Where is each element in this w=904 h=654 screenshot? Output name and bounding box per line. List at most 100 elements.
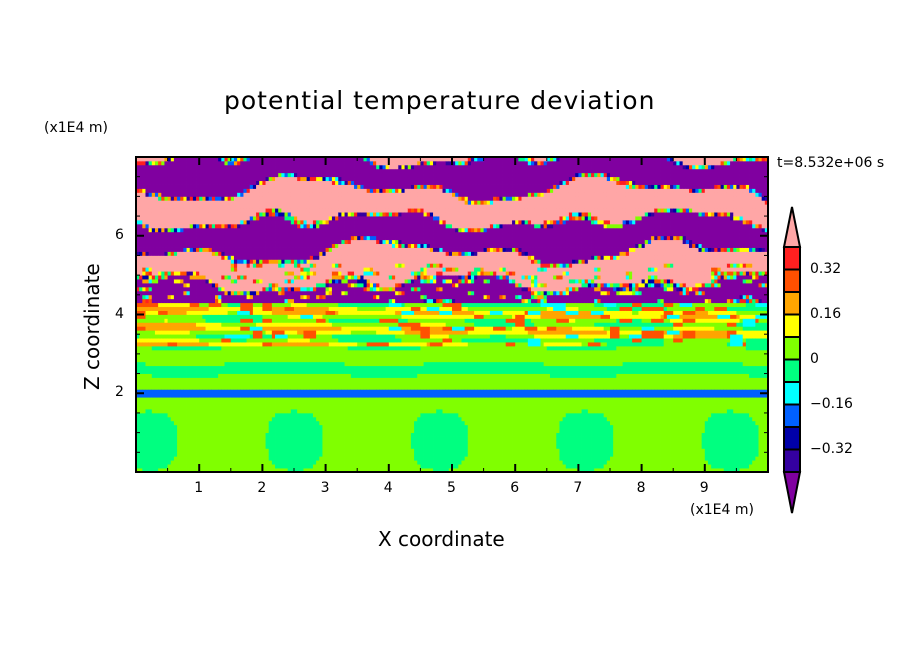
contour-cell: [290, 172, 295, 178]
contour-cell: [183, 231, 187, 237]
contour-cell: [221, 353, 225, 359]
contour-cell: [281, 247, 285, 252]
contour-cell: [249, 405, 254, 410]
contour-cell: [183, 330, 187, 335]
contour-cell: [322, 405, 326, 410]
contour-cell: [151, 239, 156, 245]
contour-cell: [268, 330, 273, 335]
contour-cell: [284, 235, 289, 241]
contour-cell: [243, 342, 247, 347]
contour-cell: [211, 302, 216, 308]
contour-cell: [145, 255, 150, 260]
contour-cell: [306, 405, 311, 410]
contour-cell: [151, 342, 156, 347]
contour-cell: [164, 267, 168, 272]
contour-cell: [306, 314, 311, 319]
contour-cell: [300, 192, 304, 197]
contour-cell: [262, 314, 266, 319]
contour-cell: [271, 231, 276, 237]
contour-cell: [148, 456, 153, 461]
contour-cell: [262, 184, 266, 189]
contour-cell: [205, 338, 210, 343]
contour-cell: [142, 401, 146, 406]
contour-cell: [243, 168, 247, 174]
contour-cell: [331, 448, 336, 453]
contour-cell: [170, 251, 175, 256]
contour-cell: [249, 294, 254, 300]
contour-cell: [192, 338, 197, 343]
contour-cell: [284, 349, 289, 355]
contour-cell: [227, 283, 232, 288]
contour-cell: [259, 310, 263, 315]
contour-cell: [205, 314, 210, 319]
contour-cell: [221, 393, 225, 398]
contour-cell: [221, 302, 225, 308]
contour-cell: [284, 353, 289, 359]
contour-cell: [233, 164, 238, 170]
contour-cell: [199, 369, 203, 374]
contour-cell: [164, 239, 168, 245]
contour-cell: [249, 180, 254, 185]
contour-cell: [205, 302, 210, 308]
contour-cell: [170, 330, 175, 335]
contour-cell: [224, 259, 229, 264]
contour-cell: [319, 330, 323, 335]
contour-cell: [170, 369, 175, 374]
contour-cell: [322, 373, 326, 378]
contour-cell: [196, 184, 200, 189]
contour-cell: [268, 334, 273, 339]
contour-cell: [183, 424, 187, 430]
contour-cell: [170, 298, 175, 304]
contour-cell: [297, 353, 301, 359]
contour-cell: [211, 428, 216, 434]
contour-cell: [290, 227, 295, 233]
contour-cell: [180, 286, 184, 292]
contour-cell: [262, 334, 266, 339]
contour-cell: [142, 231, 146, 237]
contour-cell: [158, 357, 162, 363]
contour-cell: [233, 409, 238, 414]
contour-cell: [275, 157, 279, 162]
contour-cell: [170, 353, 175, 359]
contour-cell: [284, 393, 289, 398]
contour-cell: [319, 235, 323, 241]
contour-cell: [145, 346, 150, 351]
contour-cell: [186, 208, 191, 213]
contour-cell: [148, 377, 153, 382]
contour-cell: [208, 267, 213, 272]
contour-cell: [243, 468, 247, 473]
contour-cell: [192, 318, 197, 323]
contour-cell: [259, 192, 263, 197]
contour-cell: [297, 243, 301, 248]
contour-cell: [186, 361, 191, 367]
contour-cell: [154, 259, 159, 264]
contour-cell: [303, 448, 308, 453]
contour-cell: [268, 188, 273, 193]
contour-cell: [148, 208, 153, 213]
contour-cell: [268, 389, 273, 394]
contour-cell: [275, 275, 279, 280]
contour-cell: [275, 263, 279, 268]
contour-cell: [281, 369, 285, 374]
contour-cell: [252, 176, 257, 182]
contour-cell: [281, 239, 285, 245]
contour-cell: [208, 401, 213, 406]
contour-cell: [281, 212, 285, 217]
contour-cell: [268, 361, 273, 367]
contour-cell: [145, 216, 150, 221]
contour-cell: [262, 428, 266, 434]
contour-cell: [316, 255, 320, 260]
contour-cell: [287, 216, 292, 221]
contour-cell: [211, 349, 216, 355]
contour-cell: [158, 444, 162, 449]
contour-cell: [139, 243, 143, 248]
contour-cell: [256, 302, 260, 308]
x-tick-label: 9: [699, 480, 709, 496]
contour-cell: [148, 243, 153, 248]
contour-cell: [218, 168, 222, 174]
contour-cell: [177, 349, 181, 355]
contour-cell: [243, 212, 247, 217]
contour-cell: [246, 397, 251, 402]
contour-cell: [173, 322, 178, 327]
contour-cell: [306, 216, 311, 221]
